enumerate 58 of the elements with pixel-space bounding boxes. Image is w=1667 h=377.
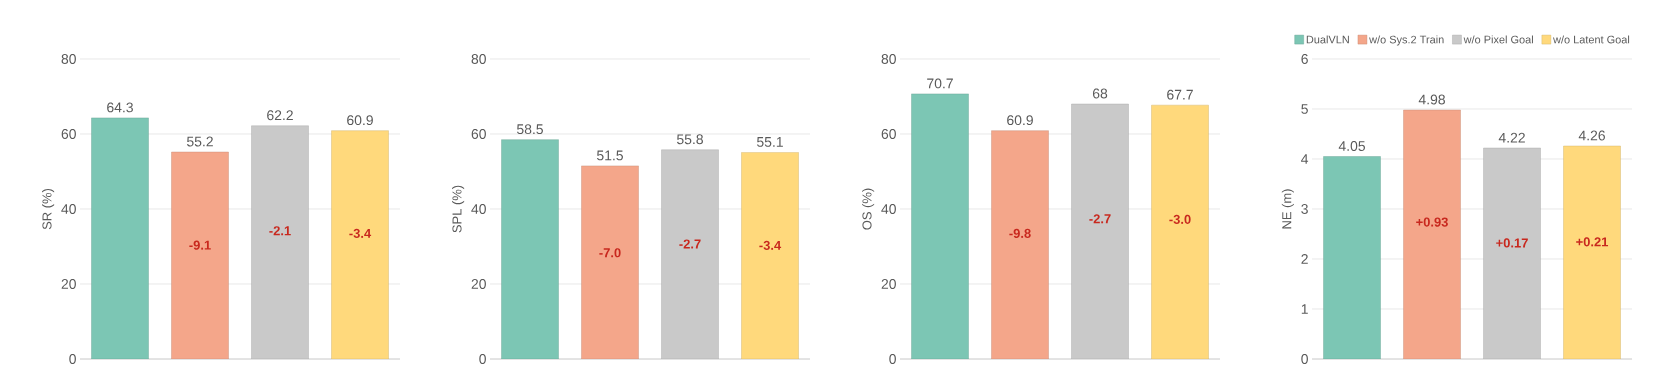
data-label: 70.7 (927, 78, 953, 89)
annotation: -2.7 (679, 239, 701, 249)
data-label: 60.9 (1007, 115, 1033, 126)
y-tick-label: 1 (1301, 304, 1308, 314)
y-axis-title: OS (%) (862, 188, 875, 230)
annotation: -9.8 (1009, 228, 1031, 238)
data-label: 68 (1092, 88, 1108, 99)
y-tick-label: 40 (61, 204, 76, 214)
legend-label: DualVLN (1306, 35, 1349, 44)
data-label: 55.1 (757, 137, 783, 147)
data-label: 67.7 (1167, 89, 1193, 100)
annotation: -3.4 (759, 240, 782, 250)
y-tick-label: 20 (61, 279, 76, 289)
y-tick-label: 80 (881, 54, 896, 64)
annotation: +0.93 (1416, 217, 1448, 227)
annotation: -7.0 (599, 248, 621, 258)
y-axis-title: SR (%) (42, 188, 55, 230)
annotation: -3.4 (349, 228, 372, 238)
y-tick-label: 40 (471, 204, 486, 214)
y-axis-title: NE (m) (1281, 189, 1294, 229)
y-tick-label: 60 (61, 129, 76, 139)
y-tick-label: 0 (69, 354, 76, 364)
data-label: 60.9 (347, 115, 373, 126)
annotation: +0.21 (1576, 237, 1609, 247)
annotation: -2.1 (269, 226, 291, 236)
y-tick-label: 60 (471, 129, 486, 139)
y-tick-label: 80 (471, 54, 486, 64)
annotation: -3.0 (1169, 214, 1191, 224)
annotation: -2.7 (1089, 214, 1111, 224)
legend-label: w/o Latent Goal (1553, 35, 1630, 44)
y-tick-label: 6 (1301, 54, 1308, 64)
y-tick-label: 2 (1301, 254, 1308, 264)
data-label: 4.05 (1338, 141, 1365, 151)
data-label: 55.2 (186, 136, 213, 147)
y-tick-label: 20 (881, 279, 896, 289)
y-axis-title: SPL (%) (452, 185, 465, 233)
y-tick-label: 5 (1301, 104, 1308, 114)
data-label: 4.98 (1418, 94, 1445, 105)
y-tick-label: 0 (479, 354, 486, 364)
y-tick-label: 3 (1301, 204, 1308, 214)
y-tick-label: 0 (889, 354, 896, 364)
y-tick-label: 60 (881, 129, 896, 139)
data-label: 62.2 (267, 110, 293, 121)
legend-label: w/o Pixel Goal (1463, 35, 1533, 44)
data-label: 64.3 (107, 102, 133, 113)
data-label: 4.22 (1498, 132, 1525, 143)
y-tick-label: 0 (1301, 354, 1308, 364)
data-label: 4.26 (1578, 130, 1605, 141)
annotation: +0.17 (1496, 238, 1528, 248)
y-tick-label: 4 (1301, 154, 1309, 164)
data-label: 55.8 (677, 134, 703, 145)
data-label: 58.5 (516, 124, 543, 135)
y-tick-label: 80 (61, 54, 76, 64)
legend-label: w/o Sys.2 Train (1369, 35, 1444, 46)
annotation: -9.1 (189, 240, 211, 250)
y-tick-label: 20 (471, 279, 486, 289)
y-tick-label: 40 (881, 204, 896, 214)
data-label: 51.5 (597, 150, 623, 161)
